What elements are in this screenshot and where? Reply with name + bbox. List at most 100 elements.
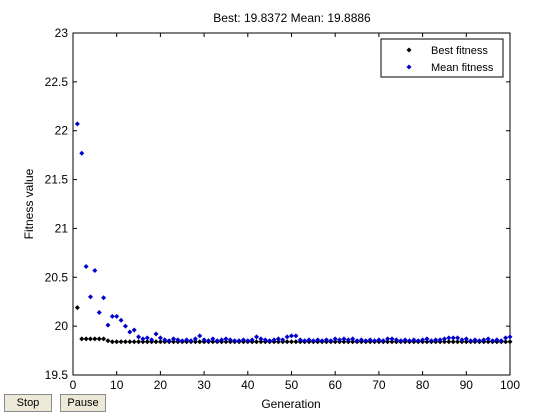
pause-button[interactable]: Pause	[60, 394, 106, 412]
data-point	[83, 336, 89, 342]
data-point	[258, 336, 264, 342]
data-point	[424, 339, 430, 345]
data-point	[332, 339, 338, 345]
data-point	[463, 339, 469, 345]
legend: Best fitness Mean fitness	[380, 38, 504, 78]
data-point	[468, 338, 474, 344]
data-point	[140, 339, 146, 345]
data-point	[205, 338, 211, 344]
data-point	[153, 331, 159, 337]
data-point	[389, 336, 395, 342]
data-point	[389, 339, 395, 345]
data-point	[87, 336, 93, 342]
data-point	[275, 339, 281, 345]
data-point	[275, 336, 281, 342]
x-tick-label: 20	[154, 378, 168, 392]
data-point	[441, 336, 447, 342]
data-point	[192, 339, 198, 345]
y-tick-label: 21	[55, 221, 69, 235]
data-point	[144, 335, 150, 341]
data-point	[87, 294, 93, 300]
y-tick-label: 20	[55, 319, 69, 333]
data-point	[223, 336, 229, 342]
data-point	[210, 336, 216, 342]
data-point	[162, 337, 168, 343]
data-point	[122, 339, 128, 345]
data-point	[136, 334, 142, 340]
stop-button[interactable]: Stop	[4, 394, 52, 412]
data-point	[140, 336, 146, 342]
data-point	[341, 336, 347, 342]
data-point	[289, 333, 294, 339]
data-point	[210, 339, 216, 345]
data-point	[424, 336, 430, 342]
data-point	[201, 337, 207, 343]
data-point	[144, 339, 150, 345]
data-point	[345, 337, 351, 343]
y-tick-label: 19.5	[45, 368, 69, 382]
data-point	[476, 338, 482, 344]
data-point	[385, 336, 391, 342]
data-point	[127, 339, 133, 345]
data-point	[109, 339, 115, 345]
data-point	[372, 338, 378, 344]
data-point	[415, 338, 421, 344]
data-point	[219, 337, 225, 343]
data-point	[258, 339, 264, 345]
data-point	[503, 335, 509, 341]
data-point	[350, 336, 356, 342]
data-point	[249, 337, 255, 343]
x-tick-label: 80	[416, 378, 430, 392]
series-mean-fitness	[74, 121, 513, 344]
axis-ticks: 0 10 20 30 40 50 60 70 80 90 100 19.5 20 20.5 21 21.5 22…	[45, 26, 521, 392]
data-point	[105, 322, 111, 328]
y-tick-label: 22.5	[45, 75, 69, 89]
data-point	[131, 339, 137, 345]
data-point	[406, 338, 412, 344]
data-point	[262, 337, 268, 343]
data-point	[411, 337, 417, 343]
data-point	[315, 337, 321, 343]
x-tick-label: 70	[372, 378, 386, 392]
data-point	[363, 338, 369, 344]
data-point	[240, 337, 246, 343]
data-point	[350, 339, 356, 345]
x-tick-label: 30	[197, 378, 211, 392]
data-point	[289, 339, 294, 345]
data-point	[485, 336, 491, 342]
data-point	[446, 339, 452, 345]
legend-marker	[406, 64, 412, 70]
data-point	[341, 339, 347, 345]
data-point	[433, 337, 439, 343]
y-tick-label: 23	[55, 26, 69, 40]
data-point	[83, 264, 89, 270]
data-point	[254, 339, 260, 345]
data-point	[463, 336, 469, 342]
data-point	[367, 337, 373, 343]
data-point	[166, 338, 172, 344]
data-point	[192, 336, 198, 342]
data-point	[293, 333, 299, 339]
data-point	[92, 336, 98, 342]
data-point	[280, 337, 286, 343]
data-point	[175, 337, 181, 343]
data-point	[385, 339, 391, 345]
data-point	[188, 338, 194, 344]
data-point	[157, 339, 163, 345]
legend-label: Best fitness	[431, 45, 488, 57]
data-point	[184, 337, 190, 343]
data-point	[481, 337, 487, 343]
data-point	[507, 339, 513, 345]
data-point	[118, 339, 124, 345]
x-tick-label: 0	[70, 378, 77, 392]
data-point	[149, 337, 155, 343]
data-point	[428, 338, 434, 344]
y-axis-label: Fitness value	[22, 168, 36, 239]
data-point	[122, 323, 128, 329]
data-point	[105, 338, 111, 344]
data-point	[332, 336, 338, 342]
data-point	[79, 150, 85, 156]
data-point	[310, 338, 316, 344]
data-point	[380, 338, 386, 344]
